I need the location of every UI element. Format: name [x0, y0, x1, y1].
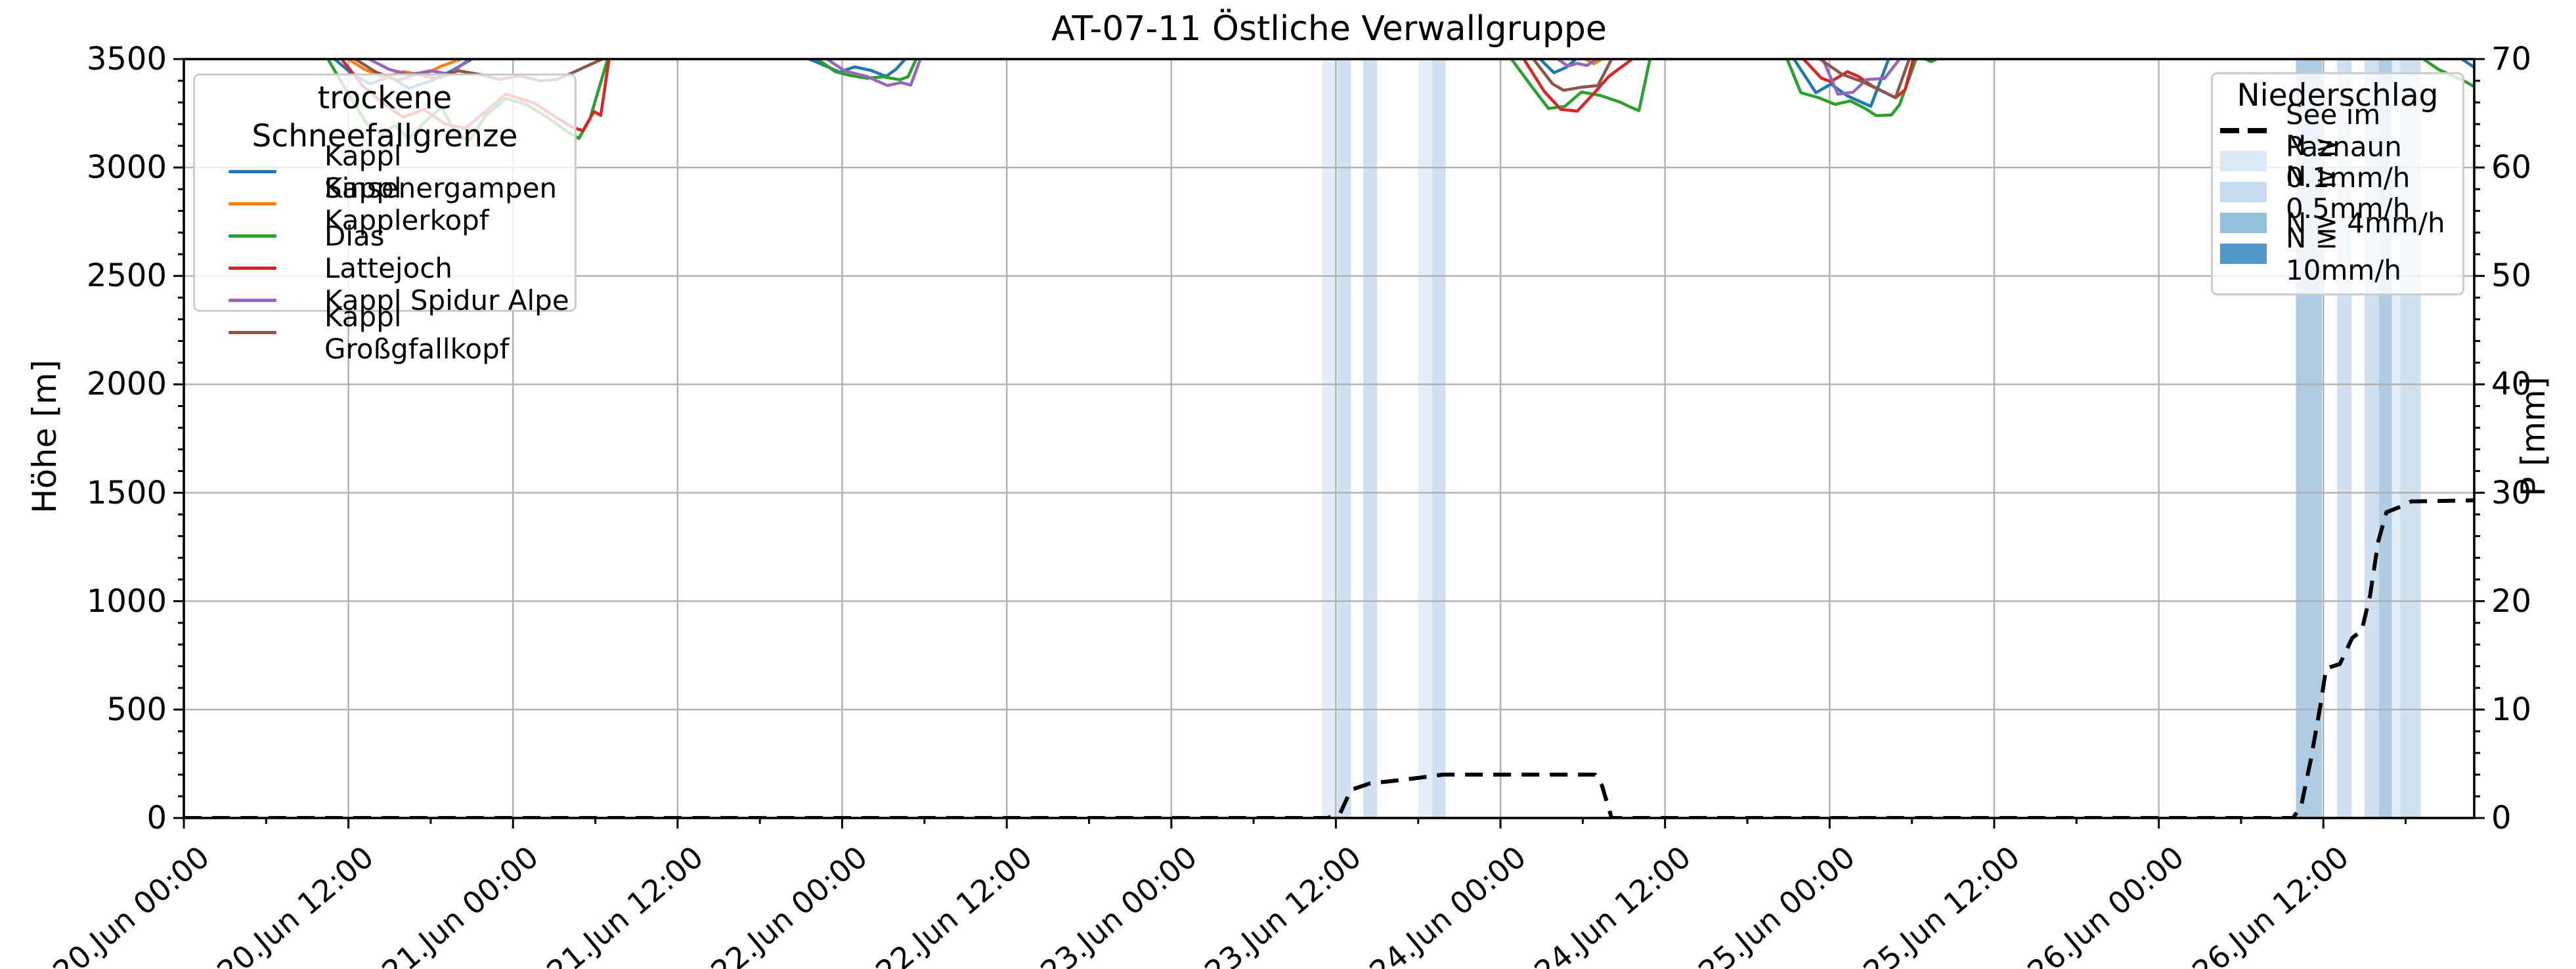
snowline-series [1531, 59, 1613, 92]
precip-legend-title: Niederschlag [2237, 77, 2439, 114]
p-tick-label: 70 [2491, 41, 2532, 77]
snowline-series [2460, 59, 2474, 69]
precip-legend: Niederschlag See im Paznaun N ≥ 0.1mm/h N… [2211, 72, 2464, 295]
precip-band [1418, 59, 1432, 818]
snowline-series [825, 59, 922, 87]
line-swatch [229, 267, 276, 270]
line-swatch [229, 299, 276, 302]
snowline-series [1802, 59, 1915, 100]
snowline-legend: trockene Schneefallgrenze Kappl Sinsener… [193, 74, 577, 365]
y-tick-label: 1000 [86, 582, 167, 620]
legend-item-label: N ≥ 4mm/h [2286, 207, 2445, 239]
legend-item: N ≥ 10mm/h [2213, 222, 2462, 286]
p-tick-label: 50 [2491, 257, 2532, 295]
legend-item-label: Kappl Kapplerkopf [324, 171, 489, 236]
band-swatch [2220, 244, 2267, 264]
legend-item: Lattejoch [195, 252, 575, 284]
legend-item: N ≥ 0.5mm/h [2213, 160, 2462, 225]
line-swatch [229, 170, 276, 173]
legend-item-label: N ≥ 0.5mm/h [2286, 160, 2411, 225]
legend-item: N ≥ 4mm/h [2213, 207, 2462, 239]
y-tick-label: 2000 [86, 366, 167, 403]
y-tick-label: 3000 [86, 149, 167, 186]
precip-band [1431, 59, 1446, 818]
snowline-series [1539, 59, 1578, 75]
legend-item: Kappl Spidur Alpe [195, 284, 575, 316]
band-swatch [2220, 213, 2267, 233]
legend-item-label: N ≥ 10mm/h [2286, 221, 2402, 286]
p-tick-label: 20 [2491, 582, 2532, 620]
precip-band [1322, 59, 1336, 818]
precip-band [1363, 59, 1378, 818]
snowline-series [1510, 59, 1651, 112]
precip-band [1337, 59, 1351, 818]
line-swatch [229, 202, 276, 205]
legend-item-label: Kappl Spidur Alpe [324, 284, 569, 316]
legend-item-label: Dias [324, 220, 385, 252]
snowline-series [1821, 59, 1902, 96]
legend-item-label: Kappl Großgfallkopf [324, 300, 510, 365]
precip-legend-rows: N ≥ 0.1mm/h N ≥ 0.5mm/h N ≥ 4mm/h N ≥ 10mm/… [2213, 129, 2462, 286]
p-tick-label: 60 [2491, 149, 2532, 186]
legend-item: See im Paznaun [2213, 98, 2462, 163]
snowline-series [816, 59, 918, 81]
band-swatch [2220, 151, 2267, 171]
y-tick-label: 500 [106, 691, 167, 728]
y-tick-label: 2500 [86, 257, 167, 295]
snowline-series [1785, 59, 1918, 118]
legend-item: Dias [195, 220, 575, 252]
legend-item: Kappl Kapplerkopf [195, 172, 575, 236]
legend-item: N ≥ 0.1mm/h [2213, 129, 2462, 194]
legend-item-label: Kappl Sinsenergampen [324, 139, 557, 204]
band-swatch [2220, 182, 2267, 202]
legend-item: Kappl Großgfallkopf [195, 301, 575, 365]
legend-item-label: Lattejoch [324, 252, 452, 284]
chart-title: AT-07-11 Östliche Verwallgruppe [1051, 9, 1607, 49]
line-swatch [229, 331, 276, 334]
legend-item-label: N ≥ 0.1mm/h [2286, 129, 2411, 194]
line-swatch [229, 234, 276, 238]
p-tick-label: 10 [2491, 691, 2532, 728]
p-tick-label: 40 [2491, 366, 2532, 403]
precip-sum-line [184, 498, 2474, 818]
dashed-line-swatch [2220, 127, 2267, 133]
snowline-series [1584, 59, 1604, 66]
snowline-series [1818, 59, 1911, 100]
p-tick-label: 0 [2491, 800, 2512, 836]
y-tick-label: 1500 [86, 474, 167, 511]
snowline-series [1522, 59, 1634, 113]
snowline-legend-rows: Kappl Sinsenergampen Kappl Kapplerkopf Dia… [195, 140, 575, 365]
snowline-series [1556, 59, 1598, 68]
snowline-legend-title: trockene Schneefallgrenze [251, 80, 518, 154]
snowline-series [1792, 59, 1890, 108]
plot-border [183, 58, 2476, 819]
legend-item: Kappl Sinsenergampen [195, 140, 575, 204]
y-tick-label: 0 [146, 800, 167, 836]
p-tick-label: 30 [2491, 474, 2532, 511]
y-tick-label: 3500 [86, 41, 167, 77]
legend-item-label: See im Paznaun [2286, 98, 2402, 163]
left-axis-title: Höhe [m] [26, 359, 64, 514]
right-axis-title: P [mm] [2514, 376, 2552, 497]
